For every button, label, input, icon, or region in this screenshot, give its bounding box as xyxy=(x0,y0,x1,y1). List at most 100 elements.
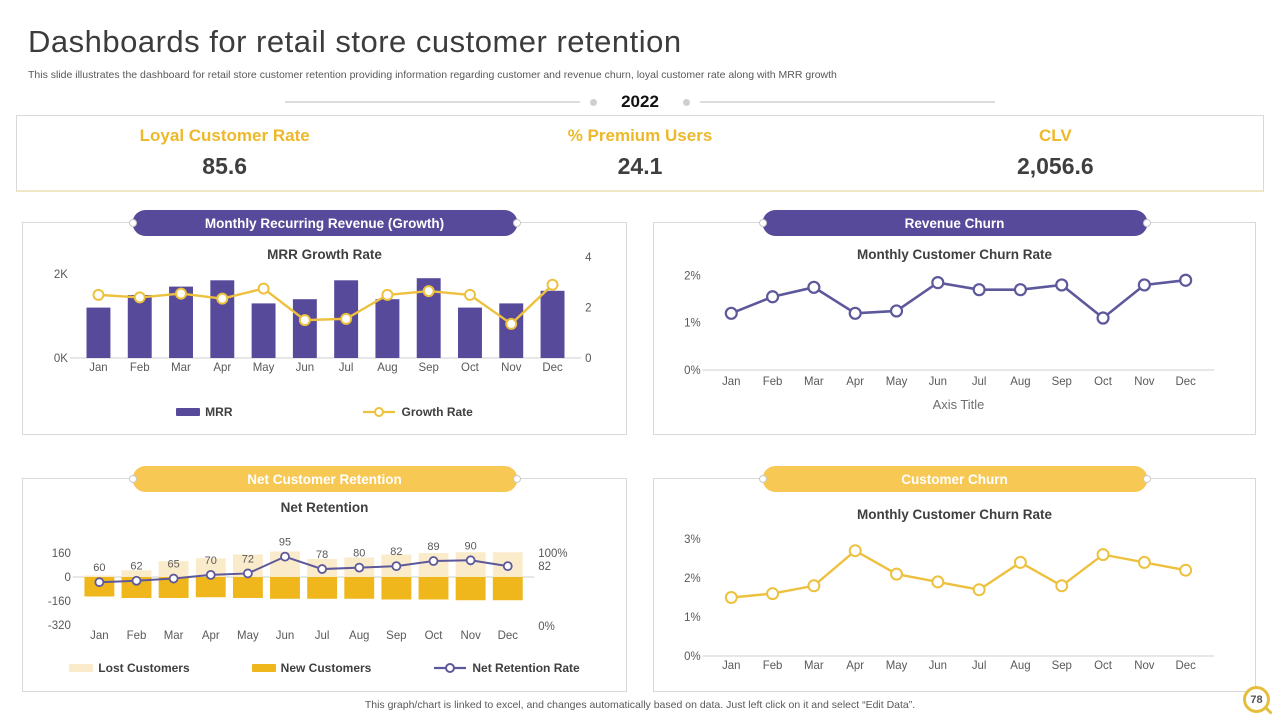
svg-text:2%: 2% xyxy=(684,270,701,282)
page-number-badge: 78 xyxy=(1243,686,1270,713)
svg-text:3%: 3% xyxy=(684,534,701,546)
legend-item: Lost Customers xyxy=(69,661,190,675)
svg-text:2K: 2K xyxy=(54,269,68,281)
footer-note: This graph/chart is linked to excel, and… xyxy=(364,699,916,711)
pill-end-dot-icon xyxy=(1142,219,1151,227)
svg-text:Aug: Aug xyxy=(1010,660,1030,672)
legend-bar-swatch-icon xyxy=(69,664,94,672)
chart-header-pill: Customer Churn xyxy=(762,466,1147,492)
kpi-label: Loyal Customer Rate xyxy=(139,126,310,145)
chart-header-pill: Net Customer Retention xyxy=(132,466,517,492)
svg-text:Dec: Dec xyxy=(498,630,519,642)
svg-text:2: 2 xyxy=(585,302,591,314)
kpi-premium-users: % Premium Users 24.1 xyxy=(432,116,847,190)
svg-text:Jan: Jan xyxy=(722,376,740,388)
svg-text:Feb: Feb xyxy=(130,362,150,374)
kpi-card: Loyal Customer Rate 85.6 % Premium Users… xyxy=(16,115,1264,192)
svg-text:Aug: Aug xyxy=(1010,376,1030,388)
svg-text:160: 160 xyxy=(52,548,71,560)
svg-text:Oct: Oct xyxy=(425,630,444,642)
chart-title: MRR Growth Rate xyxy=(267,247,382,262)
svg-text:Apr: Apr xyxy=(202,630,220,642)
chart-card-revenue-churn: Revenue Churn Monthly Customer Churn Rat… xyxy=(653,210,1256,435)
kpi-label: CLV xyxy=(1038,126,1072,145)
svg-text:Jul: Jul xyxy=(972,376,987,388)
svg-text:Axis Title: Axis Title xyxy=(933,397,985,412)
svg-text:Jun: Jun xyxy=(929,376,947,388)
kpi-loyal-customer-rate: Loyal Customer Rate 85.6 xyxy=(17,116,432,190)
svg-text:Jul: Jul xyxy=(339,362,354,374)
svg-text:Feb: Feb xyxy=(763,376,783,388)
svg-text:95: 95 xyxy=(279,537,291,549)
svg-text:60: 60 xyxy=(93,562,105,574)
pill-end-dot-icon xyxy=(1142,475,1151,483)
svg-text:0K: 0K xyxy=(54,353,68,365)
svg-text:Nov: Nov xyxy=(460,630,481,642)
year-label: 2022 xyxy=(621,92,659,111)
svg-text:Jan: Jan xyxy=(90,630,108,642)
svg-text:65: 65 xyxy=(168,559,180,571)
svg-text:4: 4 xyxy=(585,252,592,264)
svg-text:2%: 2% xyxy=(684,573,701,585)
legend-item: Growth Rate xyxy=(362,405,473,419)
svg-text:Feb: Feb xyxy=(763,660,783,672)
svg-text:0%: 0% xyxy=(684,365,701,377)
dot-icon xyxy=(590,98,598,106)
pill-end-dot-icon xyxy=(128,219,137,227)
svg-text:82: 82 xyxy=(538,561,551,573)
legend-line-swatch-icon xyxy=(363,407,396,417)
pill-end-dot-icon xyxy=(128,475,137,483)
legend-item: Net Retention Rate xyxy=(433,661,580,675)
svg-text:Nov: Nov xyxy=(1134,660,1155,672)
kpi-value: 85.6 xyxy=(202,153,248,179)
svg-text:Mar: Mar xyxy=(804,376,824,388)
svg-text:Jun: Jun xyxy=(296,362,314,374)
svg-text:62: 62 xyxy=(130,561,142,573)
pill-end-dot-icon xyxy=(758,475,767,483)
svg-text:Dec: Dec xyxy=(1176,376,1197,388)
dot-icon xyxy=(682,98,690,106)
svg-text:0%: 0% xyxy=(538,621,555,633)
svg-text:Sep: Sep xyxy=(419,362,439,374)
chart-header-pill: Monthly Recurring Revenue (Growth) xyxy=(132,210,517,236)
legend-line-swatch-icon xyxy=(434,663,467,673)
svg-text:0%: 0% xyxy=(684,651,701,663)
legend-item: New Customers xyxy=(251,661,371,675)
svg-text:1%: 1% xyxy=(684,318,701,330)
svg-text:72: 72 xyxy=(242,553,254,565)
year-band: 2022 xyxy=(0,90,1280,114)
svg-text:Apr: Apr xyxy=(213,362,231,374)
svg-text:Mar: Mar xyxy=(164,630,184,642)
svg-text:Jun: Jun xyxy=(929,660,947,672)
svg-text:Oct: Oct xyxy=(1094,660,1113,672)
svg-text:-320: -320 xyxy=(48,620,71,632)
svg-text:Jun: Jun xyxy=(276,630,294,642)
chart-card-customer-churn: Customer Churn Monthly Customer Churn Ra… xyxy=(653,466,1256,692)
pill-end-dot-icon xyxy=(512,475,521,483)
svg-text:Jul: Jul xyxy=(972,660,987,672)
svg-text:Mar: Mar xyxy=(171,362,191,374)
svg-text:Sep: Sep xyxy=(386,630,406,642)
divider-line-left xyxy=(285,101,581,103)
svg-text:Nov: Nov xyxy=(501,362,522,374)
svg-text:Apr: Apr xyxy=(846,376,864,388)
chart-card-mrr-growth: Monthly Recurring Revenue (Growth) MRR G… xyxy=(22,210,627,435)
svg-text:May: May xyxy=(253,362,275,374)
svg-text:89: 89 xyxy=(427,541,439,553)
revenue-churn-plot[interactable]: 0% 1% 2% Jan Feb Mar Apr May Jun Jul Aug Sep Oct Nov D… xyxy=(654,253,1255,423)
mrr-growth-plot[interactable]: 0K 2K 0 2 4 Jan Feb Mar Apr May Jun Jul Aug Sep Oct Nov… xyxy=(23,249,626,389)
svg-text:82: 82 xyxy=(390,546,402,558)
net-retention-plot[interactable]: 160 0 -160 -320 100% 0% 82 60 62 65 70 72 95 78 80 82 89… xyxy=(23,509,626,679)
legend-label: Lost Customers xyxy=(98,661,190,675)
svg-text:Jul: Jul xyxy=(315,630,330,642)
svg-text:Oct: Oct xyxy=(461,362,480,374)
svg-text:May: May xyxy=(886,660,908,672)
chart-title: Monthly Customer Churn Rate xyxy=(856,507,1052,522)
chart-header-pill: Revenue Churn xyxy=(762,210,1147,236)
legend-label: MRR xyxy=(205,405,233,419)
customer-churn-plot[interactable]: 0% 1% 2% 3% Jan Feb Mar Apr May Jun Jul Aug Sep Oct No… xyxy=(654,517,1255,687)
legend-bar-swatch-icon xyxy=(251,664,276,672)
chart-title: Net Retention xyxy=(280,500,369,515)
svg-text:Oct: Oct xyxy=(1094,376,1113,388)
